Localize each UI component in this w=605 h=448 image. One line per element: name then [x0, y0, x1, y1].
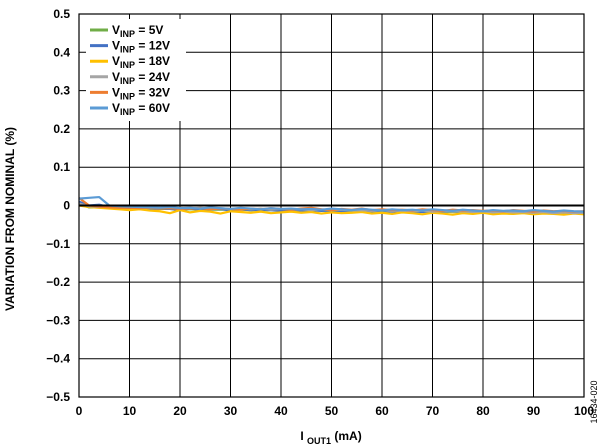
legend-label-sub: INP — [120, 107, 135, 117]
legend-label-sub: INP — [120, 91, 135, 101]
legend-label: VINP = 18V — [112, 54, 170, 70]
legend-label-value: = 60V — [135, 101, 170, 115]
x-axis-label: I OUT1 (mA) — [300, 429, 361, 447]
legend-label-sub: INP — [120, 60, 135, 70]
legend-label-v: V — [112, 39, 120, 53]
legend-label-sub: INP — [120, 45, 135, 55]
x-tick-label: 40 — [274, 404, 288, 418]
legend-label-sub: INP — [120, 76, 135, 86]
series-group — [78, 195, 585, 216]
x-tick-label: 50 — [325, 404, 339, 418]
series-line-60V — [78, 195, 585, 213]
legend-label-value: = 32V — [135, 85, 170, 99]
x-tick-label: 20 — [173, 404, 187, 418]
x-tick-label: 10 — [123, 404, 137, 418]
y-tick-label: 0.1 — [53, 160, 70, 174]
series-line-18V — [78, 204, 585, 216]
legend-label-v: V — [112, 54, 120, 68]
legend-label-v: V — [112, 70, 120, 84]
plot-frame — [78, 13, 585, 398]
y-tick-label: −0.2 — [46, 275, 70, 289]
x-axis-label-sub: OUT1 — [307, 436, 331, 446]
x-tick-label: 0 — [76, 404, 83, 418]
legend-label-value: = 5V — [135, 23, 163, 37]
x-tick-label: 80 — [476, 404, 490, 418]
x-tick-labels: 0 10 20 30 40 50 60 70 80 90 100 — [76, 404, 595, 418]
legend-label: VINP = 60V — [112, 101, 170, 117]
legend-label: VINP = 12V — [112, 39, 170, 55]
x-tick-label: 60 — [375, 404, 389, 418]
legend-label-sub: INP — [120, 29, 135, 39]
legend-label-v: V — [112, 23, 120, 37]
legend-label-v: V — [112, 85, 120, 99]
y-tick-label: −0.1 — [46, 237, 70, 251]
figure-id: 16434-020 — [589, 380, 599, 423]
y-tick-label: 0.2 — [53, 122, 70, 136]
y-tick-labels: 0.5 0.4 0.3 0.2 0.1 0 −0.1 −0.2 −0.3 −0.4 −0.5 — [46, 7, 70, 404]
legend-label-v: V — [112, 101, 120, 115]
x-tick-label: 30 — [224, 404, 238, 418]
y-tick-label: −0.3 — [46, 313, 70, 327]
x-axis-label-unit: (mA) — [334, 429, 361, 443]
y-tick-label: 0.5 — [53, 7, 70, 21]
legend-label: VINP = 32V — [112, 85, 170, 101]
legend-label: VINP = 24V — [112, 70, 170, 86]
x-tick-label: 100 — [574, 404, 594, 418]
legend-label: VINP = 5V — [112, 23, 163, 39]
legend-label-value: = 24V — [135, 70, 170, 84]
legend-label-value: = 12V — [135, 39, 170, 53]
y-tick-label: 0.4 — [53, 45, 70, 59]
x-axis-label-main: I — [300, 429, 303, 443]
y-tick-label: −0.5 — [46, 390, 70, 404]
legend-label-value: = 18V — [135, 54, 170, 68]
y-tick-label: 0 — [63, 199, 70, 213]
x-tick-label: 90 — [527, 404, 541, 418]
x-tick-label: 70 — [426, 404, 440, 418]
legend-background — [86, 19, 186, 121]
y-tick-label: −0.4 — [46, 352, 70, 366]
y-tick-label: 0.3 — [53, 84, 70, 98]
y-axis-label: VARIATION FROM NOMINAL (%) — [3, 127, 17, 311]
